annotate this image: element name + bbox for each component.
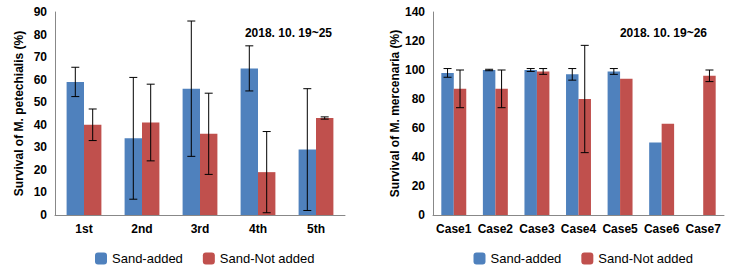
svg-text:Survival of M. mercenaria (%): Survival of M. mercenaria (%) bbox=[388, 30, 402, 197]
svg-text:5th: 5th bbox=[307, 222, 325, 236]
svg-text:60: 60 bbox=[412, 121, 426, 135]
svg-text:140: 140 bbox=[405, 5, 425, 19]
svg-text:Case6: Case6 bbox=[644, 222, 680, 236]
svg-text:70: 70 bbox=[34, 50, 48, 64]
svg-text:Sand-added: Sand-added bbox=[491, 251, 562, 266]
svg-text:50: 50 bbox=[34, 95, 48, 109]
svg-text:Survival of M. petechialis (%): Survival of M. petechialis (%) bbox=[12, 31, 26, 196]
svg-text:3rd: 3rd bbox=[191, 222, 210, 236]
svg-text:30: 30 bbox=[34, 140, 48, 154]
svg-text:2018. 10. 19~26: 2018. 10. 19~26 bbox=[620, 26, 707, 40]
svg-text:40: 40 bbox=[34, 118, 48, 132]
svg-text:4th: 4th bbox=[249, 222, 267, 236]
svg-text:80: 80 bbox=[412, 92, 426, 106]
svg-text:Case7: Case7 bbox=[686, 222, 722, 236]
svg-text:Case4: Case4 bbox=[561, 222, 597, 236]
svg-text:40: 40 bbox=[412, 150, 426, 164]
svg-text:Case2: Case2 bbox=[478, 222, 514, 236]
svg-text:120: 120 bbox=[405, 34, 425, 48]
svg-text:80: 80 bbox=[34, 28, 48, 42]
svg-text:60: 60 bbox=[34, 73, 48, 87]
svg-text:0: 0 bbox=[40, 208, 47, 222]
svg-text:Sand-Not added: Sand-Not added bbox=[598, 251, 693, 266]
svg-text:0: 0 bbox=[418, 208, 425, 222]
svg-text:1st: 1st bbox=[75, 222, 92, 236]
svg-text:2018. 10. 19~25: 2018. 10. 19~25 bbox=[245, 26, 332, 40]
svg-text:20: 20 bbox=[412, 179, 426, 193]
svg-text:Sand-added: Sand-added bbox=[112, 251, 183, 266]
svg-text:2nd: 2nd bbox=[131, 222, 152, 236]
svg-text:Case5: Case5 bbox=[602, 222, 638, 236]
svg-text:100: 100 bbox=[405, 63, 425, 77]
svg-text:Case1: Case1 bbox=[436, 222, 472, 236]
svg-text:Case3: Case3 bbox=[519, 222, 555, 236]
svg-text:10: 10 bbox=[34, 185, 48, 199]
svg-text:90: 90 bbox=[34, 5, 48, 19]
svg-text:Sand-Not added: Sand-Not added bbox=[220, 251, 315, 266]
svg-text:20: 20 bbox=[34, 163, 48, 177]
